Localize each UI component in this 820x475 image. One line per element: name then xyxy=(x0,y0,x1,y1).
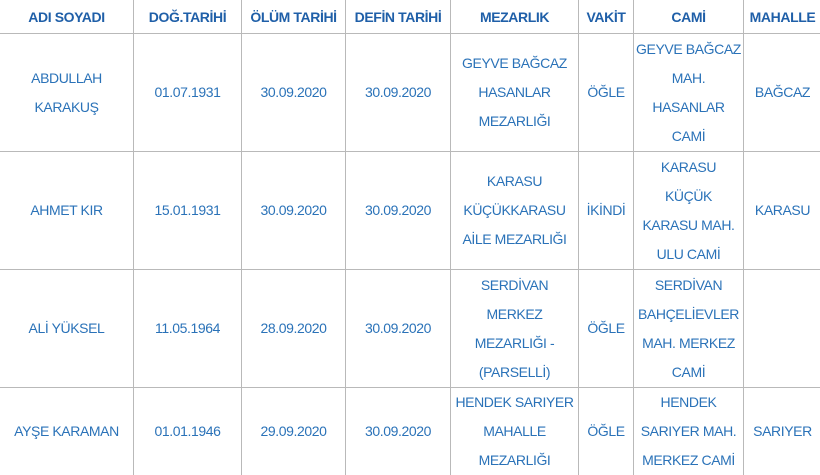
column-header-death-date: ÖLÜM TARİHİ xyxy=(241,0,346,34)
cell-neighborhood xyxy=(743,269,820,388)
column-header-cemetery: MEZARLIK xyxy=(450,0,579,34)
column-header-burial-date: DEFİN TARİHİ xyxy=(345,0,451,34)
cell-neighborhood: SARIYER xyxy=(743,387,820,475)
table-row: ABDULLAH KARAKUŞ 01.07.1931 30.09.2020 30.0… xyxy=(0,33,820,152)
cell-birth-date: 15.01.1931 xyxy=(133,151,242,270)
column-header-birth-date: DOĞ.TARİHİ xyxy=(133,0,242,34)
cell-death-date: 30.09.2020 xyxy=(241,33,346,152)
cell-neighborhood: KARASU xyxy=(743,151,820,270)
table-row: AYŞE KARAMAN 01.01.1946 29.09.2020 30.09.20… xyxy=(0,387,820,475)
cell-mosque: SERDİVAN BAHÇELİEVLER MAH. MERKEZ CAMİ xyxy=(633,269,744,388)
cell-death-date: 29.09.2020 xyxy=(241,387,346,475)
header-row: ADI SOYADI DOĞ.TARİHİ ÖLÜM TARİHİ DEFİN TAR… xyxy=(0,0,820,34)
cell-prayer-time: ÖĞLE xyxy=(578,33,634,152)
cell-birth-date: 01.07.1931 xyxy=(133,33,242,152)
cell-prayer-time: ÖĞLE xyxy=(578,387,634,475)
cell-cemetery: GEYVE BAĞCAZ HASANLAR MEZARLIĞI xyxy=(450,33,579,152)
cell-mosque: GEYVE BAĞCAZ MAH. HASANLAR CAMİ xyxy=(633,33,744,152)
cell-prayer-time: İKİNDİ xyxy=(578,151,634,270)
table-row: AHMET KIR 15.01.1931 30.09.2020 30.09.2020 K… xyxy=(0,151,820,270)
column-header-name: ADI SOYADI xyxy=(0,0,134,34)
table-row: ALİ YÜKSEL 11.05.1964 28.09.2020 30.09.2020… xyxy=(0,269,820,388)
cell-death-date: 28.09.2020 xyxy=(241,269,346,388)
cell-death-date: 30.09.2020 xyxy=(241,151,346,270)
cell-cemetery: KARASU KÜÇÜKKARASU AİLE MEZARLIĞI xyxy=(450,151,579,270)
cell-neighborhood: BAĞCAZ xyxy=(743,33,820,152)
column-header-prayer-time: VAKİT xyxy=(578,0,634,34)
cell-name: ALİ YÜKSEL xyxy=(0,269,134,388)
cell-burial-date: 30.09.2020 xyxy=(345,269,451,388)
cell-name: AHMET KIR xyxy=(0,151,134,270)
cell-burial-date: 30.09.2020 xyxy=(345,387,451,475)
cell-cemetery: HENDEK SARIYER MAHALLE MEZARLIĞI xyxy=(450,387,579,475)
cell-name: ABDULLAH KARAKUŞ xyxy=(0,33,134,152)
column-header-mosque: CAMİ xyxy=(633,0,744,34)
cell-mosque: KARASU KÜÇÜK KARASU MAH. ULU CAMİ xyxy=(633,151,744,270)
cell-burial-date: 30.09.2020 xyxy=(345,151,451,270)
cell-name: AYŞE KARAMAN xyxy=(0,387,134,475)
cell-burial-date: 30.09.2020 xyxy=(345,33,451,152)
column-header-neighborhood: MAHALLE xyxy=(743,0,820,34)
cell-cemetery: SERDİVAN MERKEZ MEZARLIĞI - (PARSELLİ) xyxy=(450,269,579,388)
cell-birth-date: 11.05.1964 xyxy=(133,269,242,388)
cell-mosque: HENDEK SARIYER MAH. MERKEZ CAMİ xyxy=(633,387,744,475)
cell-birth-date: 01.01.1946 xyxy=(133,387,242,475)
cell-prayer-time: ÖĞLE xyxy=(578,269,634,388)
